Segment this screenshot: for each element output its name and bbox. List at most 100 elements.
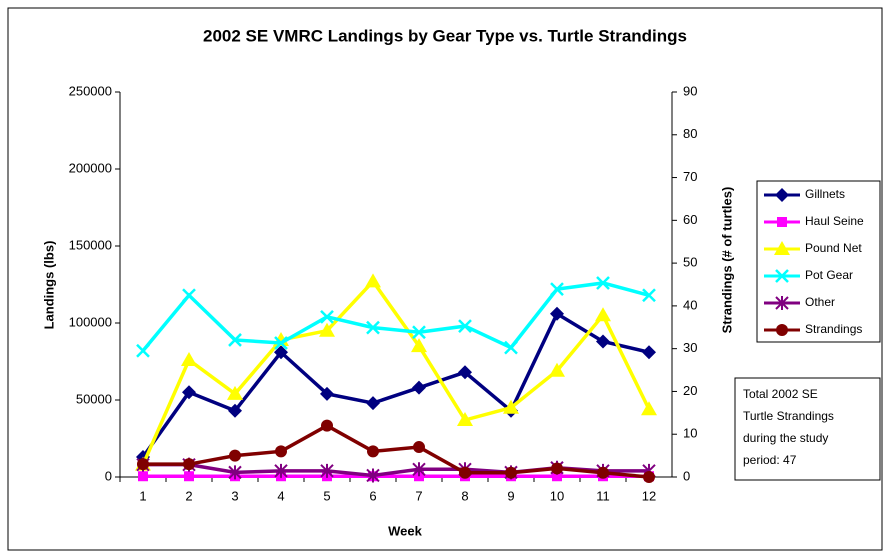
marker — [597, 466, 609, 479]
y2-tick-label: 70 — [683, 169, 697, 184]
marker — [228, 465, 242, 480]
y2-axis-label: Strandings (# of turtles) — [719, 187, 734, 334]
x-tick-label: 4 — [277, 488, 284, 503]
x-tick-label: 11 — [596, 488, 610, 503]
marker — [320, 309, 334, 324]
marker — [596, 334, 610, 349]
marker — [320, 463, 334, 478]
marker — [275, 445, 287, 458]
y2-tick-label: 10 — [683, 426, 697, 441]
marker — [184, 471, 194, 482]
x-tick-label: 10 — [550, 488, 564, 503]
note-text: Total 2002 SE — [743, 387, 818, 401]
marker — [367, 445, 379, 458]
marker — [549, 362, 565, 377]
marker — [505, 466, 517, 479]
note-text: period: 47 — [743, 453, 797, 467]
marker — [182, 288, 196, 303]
marker — [366, 468, 380, 483]
x-tick-label: 12 — [642, 488, 656, 503]
marker — [550, 282, 564, 297]
marker — [413, 441, 425, 454]
marker — [775, 269, 789, 283]
marker — [642, 288, 656, 303]
legend-label: Pound Net — [805, 241, 862, 255]
x-axis-label: Week — [388, 523, 422, 538]
y2-tick-label: 0 — [683, 468, 690, 483]
marker — [321, 419, 333, 432]
x-tick-label: 8 — [461, 488, 468, 503]
marker — [552, 471, 562, 482]
marker — [365, 273, 381, 288]
y2-tick-label: 60 — [683, 212, 697, 227]
marker — [227, 385, 243, 400]
x-tick-label: 7 — [415, 488, 422, 503]
marker — [777, 217, 787, 227]
marker — [228, 333, 242, 347]
note-text: Turtle Strandings — [743, 409, 834, 423]
y2-tick-label: 80 — [683, 126, 697, 141]
y-tick-label: 150000 — [69, 237, 112, 252]
y2-tick-label: 30 — [683, 340, 697, 355]
marker — [774, 241, 790, 255]
x-tick-label: 1 — [139, 488, 146, 503]
marker — [366, 396, 380, 411]
marker — [229, 449, 241, 462]
x-tick-label: 2 — [185, 488, 192, 503]
series-line — [141, 311, 650, 458]
series-line — [141, 281, 650, 352]
marker — [596, 276, 610, 290]
x-tick-label: 5 — [323, 488, 330, 503]
y-tick-label: 100000 — [69, 314, 112, 329]
marker — [274, 336, 288, 350]
marker — [274, 345, 288, 360]
marker — [776, 324, 788, 336]
series-line — [141, 278, 651, 466]
series-line — [143, 423, 650, 479]
y2-tick-label: 90 — [683, 83, 697, 98]
marker — [137, 458, 149, 471]
marker — [138, 471, 148, 482]
legend-label: Pot Gear — [805, 268, 853, 282]
marker — [642, 345, 656, 360]
legend-label: Gillnets — [805, 187, 845, 201]
marker — [457, 412, 473, 427]
y-tick-label: 0 — [105, 468, 112, 483]
marker — [504, 340, 518, 355]
marker — [412, 462, 426, 477]
marker — [641, 401, 657, 416]
marker — [411, 338, 427, 353]
note-text: during the study — [743, 431, 828, 445]
y2-tick-label: 50 — [683, 255, 697, 270]
y-tick-label: 200000 — [69, 160, 112, 175]
marker — [412, 380, 426, 395]
marker — [136, 343, 150, 358]
chart-title: 2002 SE VMRC Landings by Gear Type vs. T… — [203, 26, 687, 45]
y-axis-label: Landings (lbs) — [41, 241, 56, 330]
marker — [228, 403, 242, 418]
legend-label: Strandings — [805, 322, 862, 336]
legend-box — [756, 180, 881, 343]
marker — [595, 307, 611, 322]
marker — [181, 351, 197, 366]
x-tick-label: 6 — [369, 488, 376, 503]
legend-label: Haul Seine — [805, 214, 864, 228]
legend-label: Other — [805, 295, 835, 309]
marker — [503, 399, 519, 414]
marker — [775, 296, 789, 310]
y2-tick-label: 20 — [683, 383, 697, 398]
marker — [412, 325, 426, 340]
marker — [319, 322, 335, 337]
marker — [458, 365, 472, 380]
marker — [458, 319, 472, 333]
x-tick-label: 3 — [231, 488, 238, 503]
marker — [183, 458, 195, 471]
y-tick-label: 250000 — [69, 83, 112, 98]
note-box — [734, 377, 881, 481]
marker — [274, 463, 288, 478]
y2-tick-label: 40 — [683, 297, 697, 312]
y-tick-label: 50000 — [76, 391, 112, 406]
marker — [366, 320, 380, 335]
marker — [643, 471, 655, 483]
